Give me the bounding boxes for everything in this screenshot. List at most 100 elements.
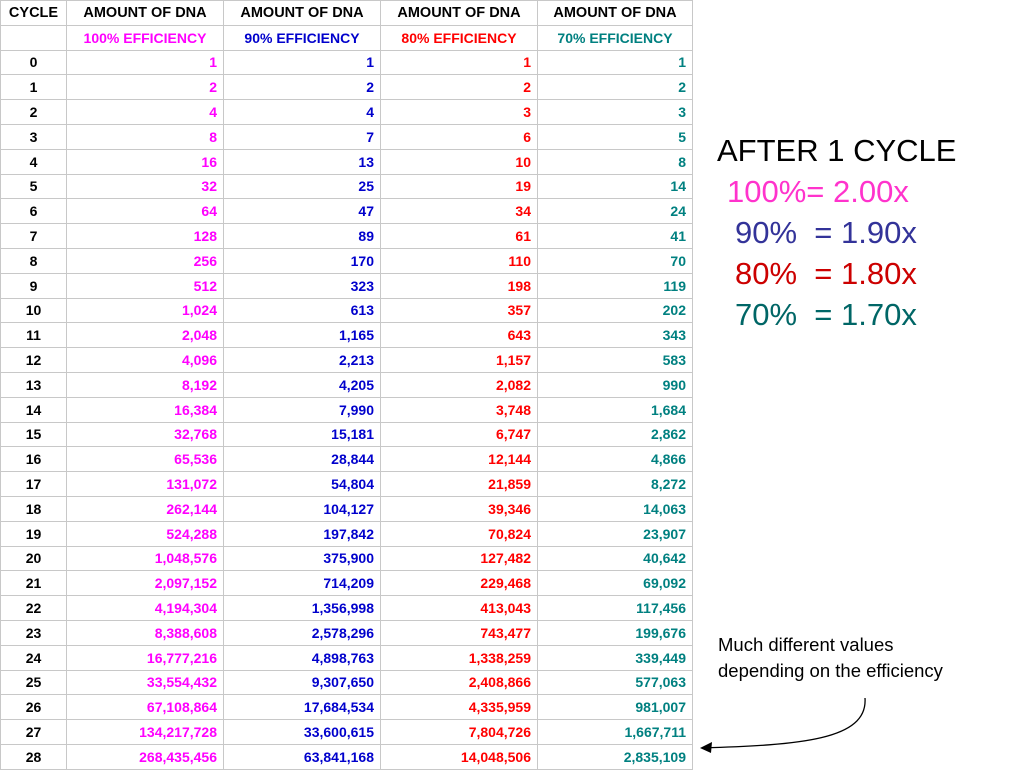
- cycle-cell: 22: [0, 595, 67, 621]
- table-row: 20 1,048,576 375,900 127,482 40,642: [0, 545, 693, 572]
- cycle-cell: 10: [0, 297, 67, 324]
- amount-70-cell: 577,063: [537, 669, 693, 696]
- amount-80-cell: 357: [380, 297, 538, 324]
- cycle-cell: 8: [0, 247, 67, 274]
- amount-70-cell: 2,835,109: [537, 743, 693, 770]
- amount-80-cell: 12,144: [380, 446, 538, 473]
- note-line-1: Much different values: [718, 634, 894, 655]
- table-row: 11 2,048 1,165 643 343: [0, 322, 693, 349]
- amount-80-cell: 39,346: [380, 495, 538, 522]
- amount-70-cell: 199,676: [537, 619, 693, 646]
- amount-100-cell: 2: [66, 74, 224, 101]
- amount-80-cell: 198: [380, 272, 538, 299]
- amount-90-cell: 28,844: [223, 446, 381, 473]
- amount-90-cell: 4,205: [223, 371, 381, 398]
- header-row-efficiency: 100% EFFICIENCY 90% EFFICIENCY 80% EFFIC…: [0, 24, 693, 51]
- amount-100-cell: 65,536: [66, 446, 224, 473]
- amount-70-cell: 1,684: [537, 396, 693, 423]
- amount-100-cell: 64: [66, 198, 224, 225]
- amount-80-cell: 1,338,259: [380, 644, 538, 671]
- amount-100-cell: 1,048,576: [66, 545, 224, 572]
- amount-100-cell: 16: [66, 148, 224, 175]
- table-row: 26 67,108,864 17,684,534 4,335,959 981,007: [0, 694, 693, 721]
- amount-90-cell: 375,900: [223, 545, 381, 572]
- amount-90-cell: 714,209: [223, 570, 381, 597]
- amount-80-cell: 643: [380, 322, 538, 349]
- amount-80-cell: 61: [380, 223, 538, 249]
- amount-70-cell: 2,862: [537, 421, 693, 448]
- amount-90-cell: 323: [223, 272, 381, 299]
- cycle-cell: 21: [0, 570, 67, 597]
- summary-title: AFTER 1 CYCLE: [717, 133, 957, 168]
- amount-70-cell: 339,449: [537, 644, 693, 671]
- amount-70-cell: 23,907: [537, 520, 693, 547]
- header-efficiency-70: 70% EFFICIENCY: [537, 24, 693, 51]
- table-row: 9 512 323 198 119: [0, 272, 693, 299]
- cycle-cell: 2: [0, 99, 67, 125]
- cycle-cell: 5: [0, 173, 67, 200]
- header-efficiency-90: 90% EFFICIENCY: [223, 24, 381, 51]
- amount-100-cell: 8,388,608: [66, 619, 224, 646]
- efficiency-note: Much different values depending on the e…: [718, 632, 943, 684]
- amount-80-cell: 6,747: [380, 421, 538, 448]
- amount-100-cell: 131,072: [66, 471, 224, 497]
- amount-100-cell: 512: [66, 272, 224, 299]
- amount-100-cell: 128: [66, 223, 224, 249]
- header-amount-80: AMOUNT OF DNA: [380, 0, 538, 26]
- table-row: 13 8,192 4,205 2,082 990: [0, 371, 693, 398]
- cycle-cell: 25: [0, 669, 67, 696]
- amount-70-cell: 1,667,711: [537, 719, 693, 745]
- amount-70-cell: 8: [537, 148, 693, 175]
- table-row: 28 268,435,456 63,841,168 14,048,506 2,835,1…: [0, 743, 693, 770]
- amount-100-cell: 134,217,728: [66, 719, 224, 745]
- header-empty-cell: [0, 24, 67, 51]
- amount-70-cell: 3: [537, 99, 693, 125]
- amount-100-cell: 8: [66, 123, 224, 150]
- amount-80-cell: 19: [380, 173, 538, 200]
- table-row: 21 2,097,152 714,209 229,468 69,092: [0, 570, 693, 597]
- amount-90-cell: 2,213: [223, 347, 381, 373]
- amount-100-cell: 67,108,864: [66, 694, 224, 721]
- cycle-cell: 20: [0, 545, 67, 572]
- amount-80-cell: 127,482: [380, 545, 538, 572]
- table-row: 24 16,777,216 4,898,763 1,338,259 339,449: [0, 644, 693, 671]
- amount-100-cell: 4,194,304: [66, 595, 224, 621]
- cycle-cell: 23: [0, 619, 67, 646]
- amount-90-cell: 7: [223, 123, 381, 150]
- cycle-cell: 27: [0, 719, 67, 745]
- table-row: 18 262,144 104,127 39,346 14,063: [0, 495, 693, 522]
- header-efficiency-100: 100% EFFICIENCY: [66, 24, 224, 51]
- amount-80-cell: 34: [380, 198, 538, 225]
- amount-100-cell: 2,097,152: [66, 570, 224, 597]
- table-row: 5 32 25 19 14: [0, 173, 693, 200]
- amount-100-cell: 1: [66, 49, 224, 76]
- amount-100-cell: 524,288: [66, 520, 224, 547]
- cycle-cell: 17: [0, 471, 67, 497]
- amount-80-cell: 110: [380, 247, 538, 274]
- header-cycle: CYCLE: [0, 0, 67, 26]
- amount-90-cell: 13: [223, 148, 381, 175]
- amount-90-cell: 1: [223, 49, 381, 76]
- header-row-amount: CYCLE AMOUNT OF DNA AMOUNT OF DNA AMOUNT…: [0, 0, 693, 26]
- amount-70-cell: 119: [537, 272, 693, 299]
- amount-90-cell: 2: [223, 74, 381, 101]
- cycle-cell: 13: [0, 371, 67, 398]
- amount-90-cell: 89: [223, 223, 381, 249]
- amount-70-cell: 41: [537, 223, 693, 249]
- amount-90-cell: 197,842: [223, 520, 381, 547]
- amount-90-cell: 54,804: [223, 471, 381, 497]
- table-row: 14 16,384 7,990 3,748 1,684: [0, 396, 693, 423]
- amount-80-cell: 2,408,866: [380, 669, 538, 696]
- table-row: 6 64 47 34 24: [0, 198, 693, 225]
- amount-90-cell: 47: [223, 198, 381, 225]
- summary-line-70: 70% = 1.70x: [735, 297, 917, 332]
- amount-70-cell: 40,642: [537, 545, 693, 572]
- amount-90-cell: 9,307,650: [223, 669, 381, 696]
- header-efficiency-80: 80% EFFICIENCY: [380, 24, 538, 51]
- header-amount-100: AMOUNT OF DNA: [66, 0, 224, 26]
- cycle-cell: 16: [0, 446, 67, 473]
- table-row: 27 134,217,728 33,600,615 7,804,726 1,667,71…: [0, 719, 693, 745]
